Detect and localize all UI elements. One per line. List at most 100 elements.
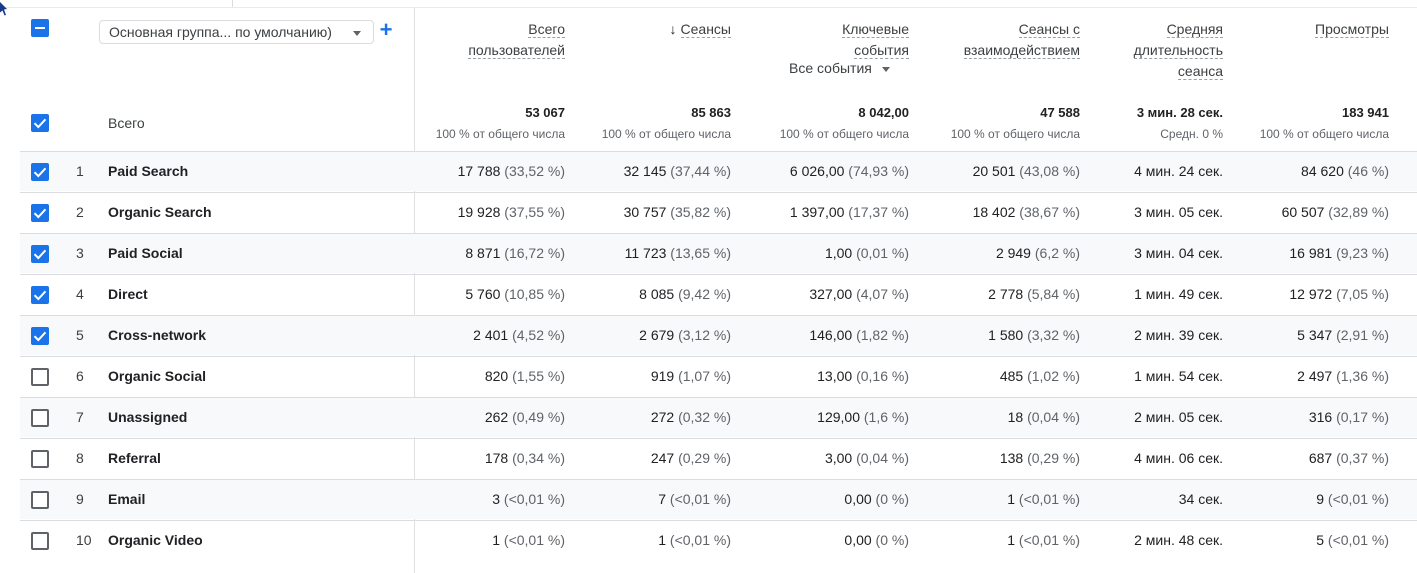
table-row[interactable]: 6 Organic Social 820 (1,55 %) 919 (1,07 %) 1… bbox=[20, 356, 1417, 396]
cell-value: 485 bbox=[999, 368, 1024, 384]
table-row[interactable]: 9 Email 3 (<0,01 %) 7 (<0,01 %) 0,00 (0 %) 1 … bbox=[20, 479, 1417, 519]
select-all-checkbox[interactable] bbox=[31, 19, 49, 37]
cell-percent: (1,55 %) bbox=[512, 368, 565, 384]
row-channel-name[interactable]: Organic Search bbox=[108, 204, 212, 220]
row-channel-name[interactable]: Paid Social bbox=[108, 245, 183, 261]
row-channel-name[interactable]: Organic Social bbox=[108, 368, 207, 384]
row-checkbox[interactable] bbox=[31, 450, 49, 468]
cell-percent: (17,37 %) bbox=[848, 204, 909, 220]
total-sessions-sub: 100 % от общего числа bbox=[601, 127, 731, 141]
header-key-events-line2: события bbox=[854, 42, 909, 59]
total-engaged: 47 588 bbox=[1040, 105, 1080, 120]
row-channel-name[interactable]: Email bbox=[108, 491, 146, 507]
cell-percent: (74,93 %) bbox=[848, 163, 909, 179]
header-avg-duration-line1: Средняя bbox=[1166, 21, 1223, 38]
cell-value: 1 bbox=[1007, 532, 1016, 548]
header-users[interactable]: Всего пользователей bbox=[468, 19, 565, 61]
header-sessions-label: Сеансы bbox=[680, 21, 731, 38]
row-checkbox[interactable] bbox=[31, 163, 49, 181]
cell-engaged: 138 (0,29 %) bbox=[1000, 450, 1080, 466]
row-checkbox[interactable] bbox=[31, 409, 49, 427]
header-users-line2: пользователей bbox=[468, 42, 565, 59]
table-row[interactable]: 5 Cross-network 2 401 (4,52 %) 2 679 (3,12 … bbox=[20, 315, 1417, 355]
table-row[interactable]: 10 Organic Video 1 (<0,01 %) 1 (<0,01 %) 0,0… bbox=[20, 520, 1417, 560]
cell-percent: (<0,01 %) bbox=[1327, 491, 1389, 507]
cell-key-events: 3,00 (0,04 %) bbox=[825, 450, 909, 466]
cell-percent: (0,37 %) bbox=[1336, 450, 1389, 466]
cell-value: 3,00 bbox=[824, 450, 853, 466]
row-channel-name[interactable]: Cross-network bbox=[108, 327, 207, 343]
cell-percent: (1,82 %) bbox=[856, 327, 909, 343]
cell-value: 2 мин. 48 сек. bbox=[1134, 532, 1223, 548]
header-views[interactable]: Просмотры bbox=[1315, 19, 1389, 40]
cell-engaged: 485 (1,02 %) bbox=[1000, 368, 1080, 384]
cell-value: 19 928 bbox=[457, 204, 501, 220]
cell-value: 3 мин. 04 сек. bbox=[1134, 245, 1223, 261]
dimension-selector[interactable]: Основная группа... по умолчанию) bbox=[99, 20, 374, 44]
total-views: 183 941 bbox=[1342, 105, 1389, 120]
cell-users: 3 (<0,01 %) bbox=[492, 491, 565, 507]
table-row[interactable]: 2 Organic Search 19 928 (37,55 %) 30 757 (3… bbox=[20, 192, 1417, 232]
row-checkbox[interactable] bbox=[31, 286, 49, 304]
cell-key-events: 1,00 (0,01 %) bbox=[825, 245, 909, 261]
cell-avg-duration: 2 мин. 05 сек. bbox=[1134, 409, 1223, 425]
cell-value: 3 мин. 05 сек. bbox=[1134, 204, 1223, 220]
check-icon bbox=[33, 249, 47, 260]
minus-icon bbox=[35, 27, 45, 29]
row-rank: 6 bbox=[76, 368, 84, 384]
cell-avg-duration: 4 мин. 24 сек. bbox=[1134, 163, 1223, 179]
cell-percent: (35,82 %) bbox=[670, 204, 731, 220]
cell-value: 9 bbox=[1316, 491, 1325, 507]
cell-percent: (1,07 %) bbox=[678, 368, 731, 384]
header-avg-duration[interactable]: Средняя длительность сеанса bbox=[1133, 19, 1223, 82]
row-checkbox[interactable] bbox=[31, 204, 49, 222]
cell-value: 262 bbox=[484, 409, 509, 425]
header-key-events[interactable]: Ключевые события bbox=[842, 19, 909, 61]
row-channel-name[interactable]: Direct bbox=[108, 286, 148, 302]
table-row[interactable]: 7 Unassigned 262 (0,49 %) 272 (0,32 %) 129,0… bbox=[20, 397, 1417, 437]
table-row[interactable]: 1 Paid Search 17 788 (33,52 %) 32 145 (37,4… bbox=[20, 151, 1417, 191]
row-channel-name[interactable]: Referral bbox=[108, 450, 161, 466]
table-row[interactable]: 4 Direct 5 760 (10,85 %) 8 085 (9,42 %) 327,… bbox=[20, 274, 1417, 314]
cell-value: 1,00 bbox=[824, 245, 853, 261]
cell-avg-duration: 1 мин. 49 сек. bbox=[1134, 286, 1223, 302]
cell-percent: (32,89 %) bbox=[1328, 204, 1389, 220]
cell-value: 5 347 bbox=[1297, 327, 1333, 343]
cell-value: 0,00 bbox=[844, 491, 872, 507]
row-channel-name[interactable]: Organic Video bbox=[108, 532, 203, 548]
row-checkbox[interactable] bbox=[31, 532, 49, 550]
cell-avg-duration: 2 мин. 48 сек. bbox=[1134, 532, 1223, 548]
cell-value: 18 bbox=[1007, 409, 1024, 425]
cell-percent: (0,34 %) bbox=[512, 450, 565, 466]
row-checkbox[interactable] bbox=[31, 327, 49, 345]
row-checkbox[interactable] bbox=[31, 245, 49, 263]
row-checkbox[interactable] bbox=[31, 368, 49, 386]
cell-avg-duration: 3 мин. 05 сек. bbox=[1134, 204, 1223, 220]
cell-value: 2 401 bbox=[473, 327, 509, 343]
dimension-label: Основная группа... по умолчанию) bbox=[109, 24, 332, 40]
header-engaged-sessions[interactable]: Сеансы с взаимодействием bbox=[963, 19, 1080, 61]
cell-value: 2 мин. 05 сек. bbox=[1134, 409, 1223, 425]
cell-value: 129,00 bbox=[817, 409, 860, 425]
header-sessions[interactable]: ↓ Сеансы bbox=[670, 19, 731, 40]
table-row[interactable]: 8 Referral 178 (0,34 %) 247 (0,29 %) 3,00 (0… bbox=[20, 438, 1417, 478]
cell-sessions: 1 (<0,01 %) bbox=[658, 532, 731, 548]
check-icon bbox=[33, 331, 47, 342]
row-channel-name[interactable]: Paid Search bbox=[108, 163, 189, 179]
row-channel-name[interactable]: Unassigned bbox=[108, 409, 188, 425]
totals-checkbox[interactable] bbox=[31, 114, 49, 132]
cell-percent: (0,04 %) bbox=[856, 450, 909, 466]
cell-value: 1 bbox=[492, 532, 501, 548]
cell-value: 8 871 bbox=[465, 245, 501, 261]
cell-value: 1 580 bbox=[988, 327, 1024, 343]
total-avg-duration: 3 мин. 28 сек. bbox=[1136, 105, 1223, 120]
total-engaged-sub: 100 % от общего числа bbox=[950, 127, 1080, 141]
add-dimension-button[interactable]: + bbox=[379, 17, 393, 42]
cell-users: 5 760 (10,85 %) bbox=[465, 286, 565, 302]
cell-percent: (<0,01 %) bbox=[669, 491, 731, 507]
table-row[interactable]: 3 Paid Social 8 871 (16,72 %) 11 723 (13,65… bbox=[20, 233, 1417, 273]
cell-percent: (0,04 %) bbox=[1027, 409, 1080, 425]
key-events-selector[interactable]: Все события bbox=[789, 60, 890, 76]
header-engaged-line2: взаимодействием bbox=[963, 42, 1080, 59]
row-checkbox[interactable] bbox=[31, 491, 49, 509]
